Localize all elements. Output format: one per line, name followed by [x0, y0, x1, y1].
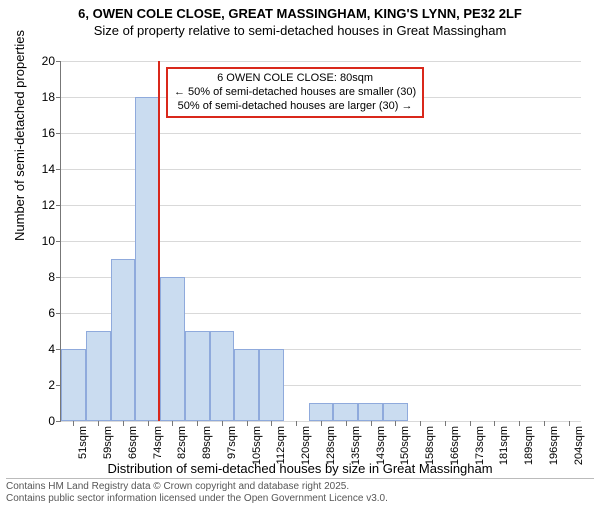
y-axis-label: Number of semi-detached properties: [12, 30, 27, 241]
xtick-label: 66sqm: [127, 426, 139, 459]
xtick-label: 204sqm: [573, 426, 585, 465]
histogram-bar: [333, 403, 358, 421]
histogram-bar: [210, 331, 235, 421]
xtick-mark: [519, 421, 520, 426]
ytick-label: 20: [42, 54, 55, 68]
reference-line: [158, 61, 160, 421]
annotation-box: 6 OWEN COLE CLOSE: 80sqm← 50% of semi-de…: [166, 67, 424, 118]
histogram-bar: [234, 349, 259, 421]
ytick-mark: [56, 241, 61, 242]
xtick-label: 166sqm: [449, 426, 461, 465]
xtick-label: 74sqm: [152, 426, 164, 459]
gridline: [61, 61, 581, 62]
histogram-bar: [358, 403, 383, 421]
ytick-mark: [56, 421, 61, 422]
page-subtitle: Size of property relative to semi-detach…: [0, 23, 600, 40]
histogram-bar: [185, 331, 210, 421]
xtick-mark: [296, 421, 297, 426]
histogram-bar: [111, 259, 136, 421]
histogram-bar: [383, 403, 408, 421]
ytick-label: 8: [48, 270, 55, 284]
xtick-label: 189sqm: [523, 426, 535, 465]
xtick-label: 135sqm: [350, 426, 362, 465]
xtick-mark: [73, 421, 74, 426]
ytick-mark: [56, 133, 61, 134]
ytick-mark: [56, 277, 61, 278]
ytick-mark: [56, 169, 61, 170]
ytick-mark: [56, 97, 61, 98]
ytick-label: 12: [42, 198, 55, 212]
xtick-mark: [544, 421, 545, 426]
xtick-mark: [445, 421, 446, 426]
x-axis-label: Distribution of semi-detached houses by …: [0, 461, 600, 476]
annotation-line: 50% of semi-detached houses are larger (…: [174, 100, 416, 114]
xtick-label: 150sqm: [399, 426, 411, 465]
footer-line-1: Contains HM Land Registry data © Crown c…: [6, 481, 594, 493]
page-title: 6, OWEN COLE CLOSE, GREAT MASSINGHAM, KI…: [0, 6, 600, 23]
xtick-label: 59sqm: [102, 426, 114, 459]
ytick-label: 18: [42, 90, 55, 104]
xtick-mark: [569, 421, 570, 426]
xtick-mark: [123, 421, 124, 426]
xtick-label: 196sqm: [548, 426, 560, 465]
xtick-mark: [321, 421, 322, 426]
xtick-label: 112sqm: [275, 426, 287, 464]
xtick-label: 158sqm: [424, 426, 436, 465]
xtick-mark: [222, 421, 223, 426]
histogram-bar: [61, 349, 86, 421]
xtick-mark: [172, 421, 173, 426]
xtick-label: 128sqm: [325, 426, 337, 465]
ytick-label: 14: [42, 162, 55, 176]
xtick-label: 173sqm: [474, 426, 486, 465]
xtick-mark: [148, 421, 149, 426]
xtick-label: 181sqm: [498, 426, 510, 465]
xtick-mark: [247, 421, 248, 426]
xtick-mark: [98, 421, 99, 426]
xtick-label: 120sqm: [300, 426, 312, 465]
xtick-label: 89sqm: [201, 426, 213, 459]
xtick-mark: [271, 421, 272, 426]
xtick-label: 105sqm: [251, 426, 263, 465]
ytick-label: 10: [42, 234, 55, 248]
xtick-mark: [494, 421, 495, 426]
histogram-bar: [259, 349, 284, 421]
ytick-label: 16: [42, 126, 55, 140]
ytick-mark: [56, 205, 61, 206]
annotation-line: ← 50% of semi-detached houses are smalle…: [174, 86, 416, 100]
xtick-label: 51sqm: [77, 426, 89, 459]
xtick-mark: [420, 421, 421, 426]
ytick-label: 0: [48, 414, 55, 428]
histogram-bar: [160, 277, 185, 421]
ytick-label: 6: [48, 306, 55, 320]
xtick-mark: [346, 421, 347, 426]
xtick-mark: [470, 421, 471, 426]
xtick-label: 97sqm: [226, 426, 238, 459]
xtick-mark: [395, 421, 396, 426]
xtick-mark: [371, 421, 372, 426]
annotation-line: 6 OWEN COLE CLOSE: 80sqm: [174, 72, 416, 86]
histogram-chart: 0246810121416182051sqm59sqm66sqm74sqm82s…: [60, 61, 580, 421]
ytick-label: 2: [48, 378, 55, 392]
xtick-label: 82sqm: [176, 426, 188, 459]
histogram-bar: [309, 403, 334, 421]
footer-line-2: Contains public sector information licen…: [6, 493, 594, 505]
ytick-mark: [56, 313, 61, 314]
histogram-bar: [135, 97, 160, 421]
ytick-mark: [56, 61, 61, 62]
attribution-footer: Contains HM Land Registry data © Crown c…: [6, 478, 594, 504]
histogram-bar: [86, 331, 111, 421]
ytick-label: 4: [48, 342, 55, 356]
xtick-mark: [197, 421, 198, 426]
xtick-label: 143sqm: [375, 426, 387, 465]
plot-region: 0246810121416182051sqm59sqm66sqm74sqm82s…: [60, 61, 581, 422]
